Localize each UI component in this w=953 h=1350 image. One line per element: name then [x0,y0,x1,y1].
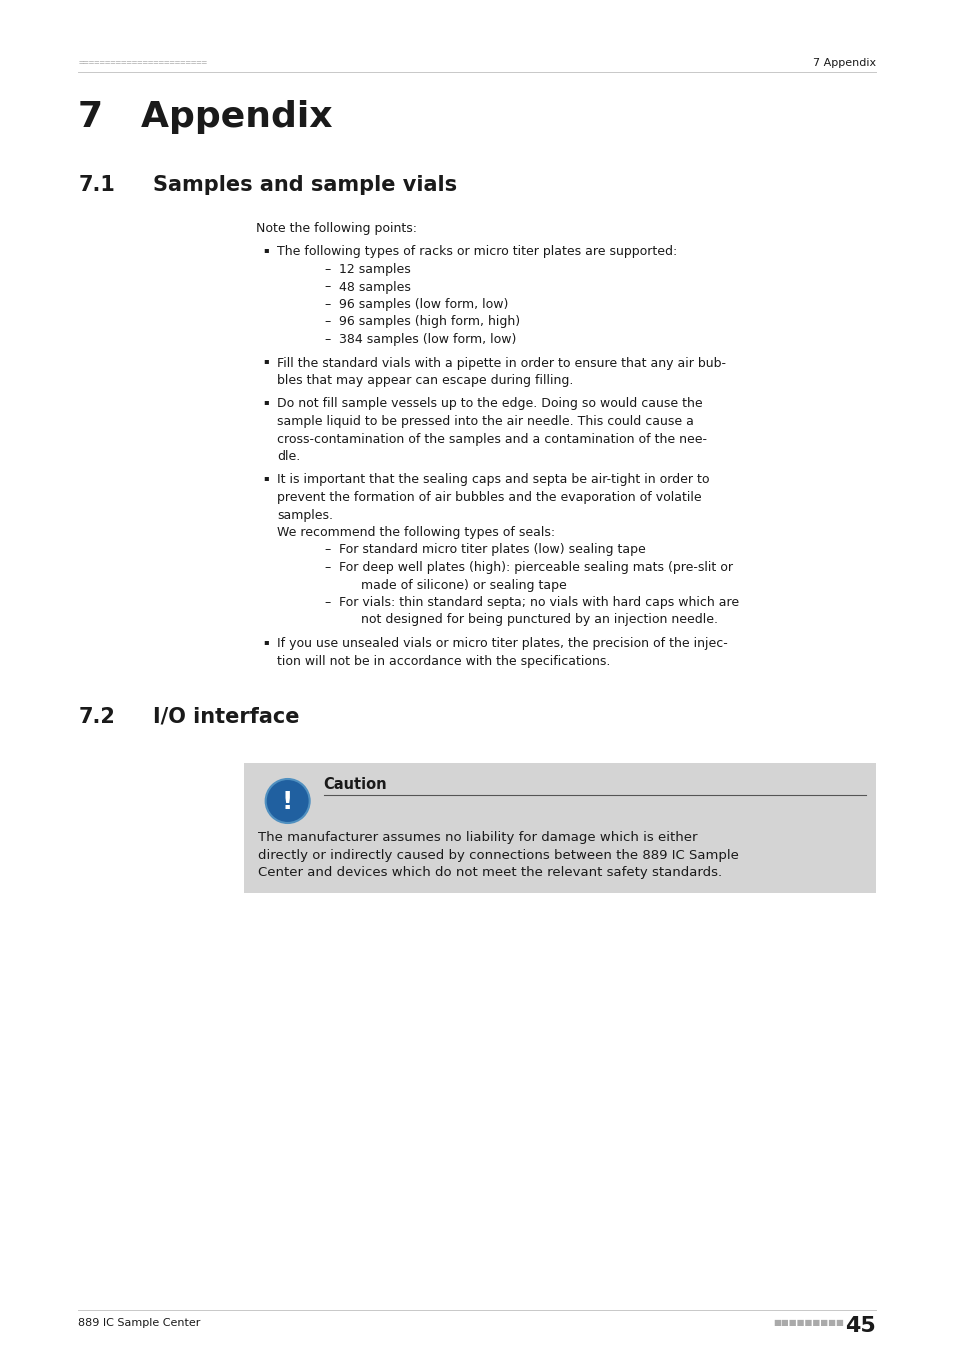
Text: For standard micro titer plates (low) sealing tape: For standard micro titer plates (low) se… [338,544,645,556]
Text: If you use unsealed vials or micro titer plates, the precision of the injec-: If you use unsealed vials or micro titer… [276,637,727,649]
Text: For vials: thin standard septa; no vials with hard caps which are: For vials: thin standard septa; no vials… [338,595,738,609]
Text: 96 samples (high form, high): 96 samples (high form, high) [338,316,519,328]
Text: I/O interface: I/O interface [153,707,299,728]
Text: ▪: ▪ [263,474,269,482]
Text: ========================: ======================== [78,58,207,68]
Text: Fill the standard vials with a pipette in order to ensure that any air bub-: Fill the standard vials with a pipette i… [276,356,725,370]
Text: 45: 45 [844,1316,875,1336]
Text: –: – [324,595,331,609]
Text: dle.: dle. [276,450,300,463]
Text: made of silicone) or sealing tape: made of silicone) or sealing tape [360,579,566,591]
Text: 7 Appendix: 7 Appendix [812,58,875,68]
Text: –: – [324,263,331,275]
Text: ■■■■■■■■■: ■■■■■■■■■ [772,1318,842,1327]
Text: Samples and sample vials: Samples and sample vials [153,176,456,194]
Text: !: ! [282,790,294,814]
Text: Caution: Caution [323,778,387,792]
Text: 12 samples: 12 samples [338,263,410,275]
Text: The manufacturer assumes no liability for damage which is either: The manufacturer assumes no liability fo… [257,832,697,844]
Text: 889 IC Sample Center: 889 IC Sample Center [78,1318,200,1328]
Text: –: – [324,333,331,346]
Circle shape [265,779,310,824]
Text: –: – [324,544,331,556]
Text: 7.1: 7.1 [78,176,115,194]
Text: The following types of racks or micro titer plates are supported:: The following types of racks or micro ti… [276,246,677,258]
Text: –: – [324,562,331,574]
Text: bles that may appear can escape during filling.: bles that may appear can escape during f… [276,374,573,387]
Text: ▪: ▪ [263,637,269,647]
Text: –: – [324,281,331,293]
Text: samples.: samples. [276,509,333,521]
Text: cross-contamination of the samples and a contamination of the nee-: cross-contamination of the samples and a… [276,432,706,446]
Text: For deep well plates (high): pierceable sealing mats (pre-slit or: For deep well plates (high): pierceable … [338,562,732,574]
Text: 7   Appendix: 7 Appendix [78,100,333,134]
Text: ▪: ▪ [263,397,269,406]
FancyBboxPatch shape [243,763,875,892]
Text: Center and devices which do not meet the relevant safety standards.: Center and devices which do not meet the… [257,865,721,879]
Text: We recommend the following types of seals:: We recommend the following types of seal… [276,526,555,539]
Text: tion will not be in accordance with the specifications.: tion will not be in accordance with the … [276,655,610,667]
Text: sample liquid to be pressed into the air needle. This could cause a: sample liquid to be pressed into the air… [276,414,693,428]
Text: 96 samples (low form, low): 96 samples (low form, low) [338,298,508,311]
Text: –: – [324,298,331,311]
Text: Note the following points:: Note the following points: [255,221,416,235]
Text: It is important that the sealing caps and septa be air-tight in order to: It is important that the sealing caps an… [276,474,709,486]
Text: ▪: ▪ [263,246,269,255]
Text: ▪: ▪ [263,356,269,366]
Text: Do not fill sample vessels up to the edge. Doing so would cause the: Do not fill sample vessels up to the edg… [276,397,701,410]
Text: 48 samples: 48 samples [338,281,410,293]
Text: not designed for being punctured by an injection needle.: not designed for being punctured by an i… [360,613,717,626]
Text: 7.2: 7.2 [78,707,115,728]
Text: –: – [324,316,331,328]
Text: prevent the formation of air bubbles and the evaporation of volatile: prevent the formation of air bubbles and… [276,491,700,504]
Text: directly or indirectly caused by connections between the 889 IC Sample: directly or indirectly caused by connect… [257,849,738,861]
Text: 384 samples (low form, low): 384 samples (low form, low) [338,333,516,346]
